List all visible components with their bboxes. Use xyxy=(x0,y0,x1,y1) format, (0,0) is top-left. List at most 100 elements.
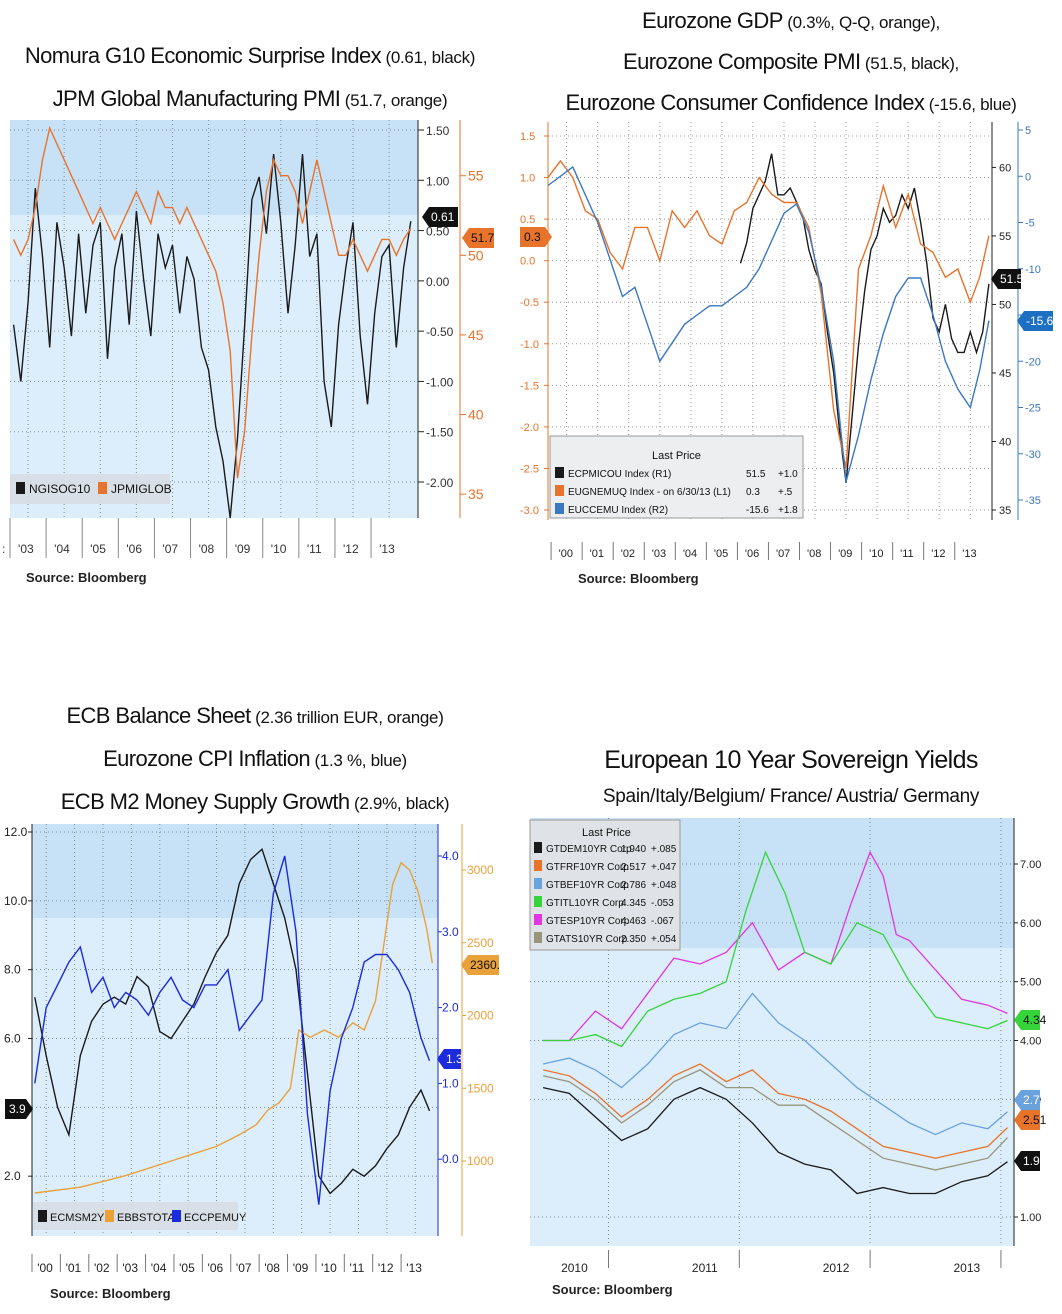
y-left-tick-label: -1.50 xyxy=(426,426,454,440)
legend-swatch-NGISOG10 xyxy=(16,482,25,494)
x-tick-label: '11 xyxy=(350,1261,365,1275)
x-tick-label: '05 xyxy=(179,1261,195,1275)
chart-title: Nomura G10 Economic Surprise Index (0.61… xyxy=(0,36,500,122)
x-tick-label: '06 xyxy=(208,1261,224,1275)
last-label-GTDEM10YR-bg xyxy=(1014,1151,1040,1171)
y-right1-tick-label: 50 xyxy=(999,299,1011,311)
legend-label: GTATS10YR Corp xyxy=(546,934,628,945)
y-left-tick-label: -0.50 xyxy=(426,325,454,339)
series-line-ECMSM2Y xyxy=(34,847,431,1195)
last-label-GTBEF10YR: 2.78 xyxy=(1023,1093,1047,1107)
x-tick-label: '05 xyxy=(90,542,106,556)
y-left-tick-label: -1.0 xyxy=(520,339,539,351)
panel-surprise-pmi: Nomura G10 Economic Surprise Index (0.61… xyxy=(0,0,500,600)
y-right1-tick-label: 0.0 xyxy=(442,1152,459,1166)
y-right-tick-label: 5.00 xyxy=(1020,977,1041,989)
x-tick-label: '09 xyxy=(838,548,852,560)
y-right1-tick-label: 55 xyxy=(999,231,1011,243)
legend-swatch-JPMIGLOB xyxy=(98,482,107,494)
legend-change: +1.0 xyxy=(778,469,798,480)
legend-title: Last Price xyxy=(652,450,701,462)
legend-swatch-ECCPEMUY xyxy=(172,1210,181,1222)
x-tick-label: 2013 xyxy=(954,1261,981,1275)
last-label-EUCCEMU: -15.6 xyxy=(1026,314,1054,328)
y-left-tick-label: -1.00 xyxy=(426,375,454,389)
x-tick-label: '07 xyxy=(236,1261,252,1275)
y-right1-tick-label: 1.0 xyxy=(442,1076,459,1090)
y-left-tick-label: -2.5 xyxy=(520,463,539,475)
chart-sovereign-yields: 7.006.005.004.003.001.002010201120122013… xyxy=(529,818,1047,1275)
series-line-NGISOG10 xyxy=(12,154,412,519)
last-label-JPMIGLOB-bg xyxy=(462,228,494,248)
last-label-ECCPEMUY-bg xyxy=(437,1049,461,1069)
x-tick-label: '06 xyxy=(745,548,759,560)
legend-label: GTBEF10YR Corp xyxy=(546,880,629,891)
x-tick-label: '07 xyxy=(776,548,790,560)
legend-label: GTDEM10YR Corp xyxy=(546,844,632,855)
x-tick-label: '11 xyxy=(307,542,322,556)
chart-eurozone-gdp-pmi: 1.51.00.50.0-0.5-1.0-1.5-2.0-2.5-3.06055… xyxy=(520,122,1054,560)
legend-box xyxy=(10,474,170,504)
legend-value: 2.517 xyxy=(621,862,646,873)
chart-source: Source: Bloomberg xyxy=(552,1282,673,1297)
legend-value: 51.5 xyxy=(746,469,766,480)
y-right2-tick-label: -35 xyxy=(1025,495,1041,507)
x-tick-label: '03 xyxy=(122,1261,138,1275)
x-tick-label: 2011 xyxy=(692,1261,718,1275)
panel-eurozone-gdp-pmi: Eurozone GDP (0.3%, Q-Q, orange), Eurozo… xyxy=(520,0,1062,600)
title-line-1-main: European 10 Year Sovereign Yields xyxy=(604,746,978,774)
legend-value: 2.350 xyxy=(621,934,646,945)
last-label-NGISOG10: 0.61 xyxy=(431,210,455,224)
legend-change: -.067 xyxy=(651,916,674,927)
legend-label: ECPMICOU Index (R1) xyxy=(568,469,671,480)
title-line-1-main: ECB Balance Sheet xyxy=(66,703,251,728)
x-tick-label: '09 xyxy=(293,1261,309,1275)
title-line-1-main: Eurozone GDP xyxy=(642,8,783,33)
last-label-EBBSTOTA-bg xyxy=(461,955,499,975)
y-right2-tick-label: -10 xyxy=(1025,264,1041,276)
legend-label: EUGNEMUQ Index - on 6/30/13 (L1) xyxy=(568,487,731,498)
y-left-tick-label: 0.50 xyxy=(426,225,450,239)
x-tick-label: '13 xyxy=(962,548,976,560)
legend-value: 1.940 xyxy=(621,844,646,855)
title-line-2-sub: Spain/Italy/Belgium/ France/ Austria/ Ge… xyxy=(602,786,980,807)
y-left-tick-label: -3.0 xyxy=(520,505,539,517)
chart-surprise-pmi: 1.50 1.00 0.50 0.00 -0.50 -1.00 -1.50 -2.00 55 50… xyxy=(2,120,495,558)
series-line-GTBEF10YR xyxy=(542,992,1008,1136)
title-line-2-main: Eurozone CPI Inflation xyxy=(103,746,311,771)
legend-change: +.5 xyxy=(778,487,793,498)
legend-swatch xyxy=(555,503,564,514)
legend-swatch xyxy=(534,932,542,943)
last-label-ECPMICOU: 51.5 xyxy=(1000,272,1024,286)
series-line-GTATS10YR xyxy=(542,1069,1008,1171)
title-line-2-sub: (51.7, orange) xyxy=(340,91,448,110)
title-line-1-sub: (0.61, black) xyxy=(381,48,476,67)
legend-change: +.085 xyxy=(651,844,677,855)
plot-band xyxy=(10,120,418,215)
series-line-EUCCEMU xyxy=(547,165,990,482)
last-label-GTFRF10YR: 2.51 xyxy=(1023,1113,1047,1127)
y-left-tick-label: -2.00 xyxy=(426,476,454,490)
panel-sovereign-yields: European 10 Year Sovereign Yields Spain/… xyxy=(520,690,1062,1314)
x-tick-label: '02 xyxy=(621,548,635,560)
y-right2-tick-label: 1000 xyxy=(467,1154,494,1168)
legend-swatch xyxy=(534,842,542,853)
y-right1-tick-label: 60 xyxy=(999,162,1011,174)
legend-label-EBBSTOTA: EBBSTOTA xyxy=(117,1212,175,1224)
y-right-tick-label: 1.00 xyxy=(1020,1212,1041,1224)
legend-change: +.054 xyxy=(651,934,677,945)
y-left-tick-label: 12.0 xyxy=(4,825,28,839)
x-tick-label: '08 xyxy=(199,542,215,556)
x-tick-label: '12 xyxy=(343,542,359,556)
x-tick-label: '04 xyxy=(54,542,70,556)
last-label-GTFRF10YR-bg xyxy=(1014,1110,1040,1130)
x-tick-label: '05 xyxy=(714,548,728,560)
title-line-3-sub: (-15.6, blue) xyxy=(924,95,1017,114)
x-tick-label: '09 xyxy=(235,542,251,556)
x-tick-label: '02 xyxy=(94,1261,110,1275)
legend-box xyxy=(529,819,681,951)
x-tick-label: '03 xyxy=(652,548,666,560)
y-right1-tick-label: 2.0 xyxy=(442,1001,459,1015)
last-label-EUGNEMUQ: 0.3 xyxy=(524,230,541,244)
y-left-tick-label: 10.0 xyxy=(4,894,28,908)
